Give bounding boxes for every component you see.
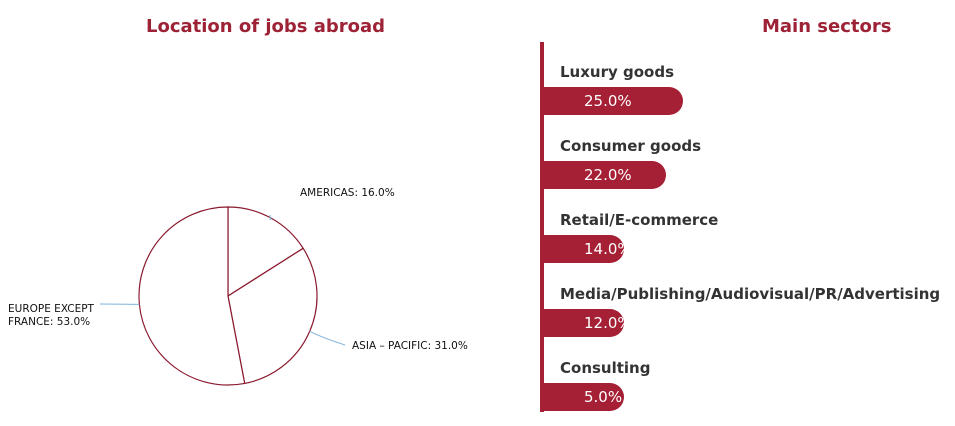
pie-slice-europe <box>138 206 246 386</box>
sector-value-label: 5.0% <box>584 388 623 406</box>
sector-value-label: 22.0% <box>584 166 632 184</box>
sector-bar <box>540 87 683 115</box>
sector-bar <box>540 309 624 337</box>
sector-bar <box>540 383 624 411</box>
sector-label: Consulting <box>560 359 651 377</box>
sector-bar <box>540 161 666 189</box>
sector-label: Consumer goods <box>560 137 702 155</box>
pie-label-asia-pacific: ASIA – PACIFIC: 31.0% <box>352 340 468 352</box>
pie-chart: AMERICAS: 16.0% ASIA – PACIFIC: 31.0% EURO… <box>8 187 468 386</box>
sector-label: Luxury goods <box>560 63 675 81</box>
bar-axis-line <box>540 42 544 412</box>
pie-leader-line <box>309 330 346 346</box>
pie-leader-line <box>269 214 272 221</box>
sector-label: Retail/E-commerce <box>560 211 719 229</box>
sector-bar <box>540 235 624 263</box>
pie-slice-asia-pacific <box>227 247 318 385</box>
pie-label-europe: EUROPE EXCEPT FRANCE: 53.0% <box>8 303 95 328</box>
bar-chart-title: Main sectors <box>762 16 892 37</box>
pie-label-americas: AMERICAS: 16.0% <box>300 187 395 199</box>
sector-value-label: 14.0% <box>584 240 632 258</box>
pie-slice-americas <box>227 206 304 298</box>
sector-value-label: 25.0% <box>584 92 632 110</box>
pie-chart-title: Location of jobs abroad <box>146 16 386 37</box>
sector-label: Media/Publishing/Audiovisual/PR/Advertis… <box>560 285 941 303</box>
sector-value-label: 12.0% <box>584 314 632 332</box>
